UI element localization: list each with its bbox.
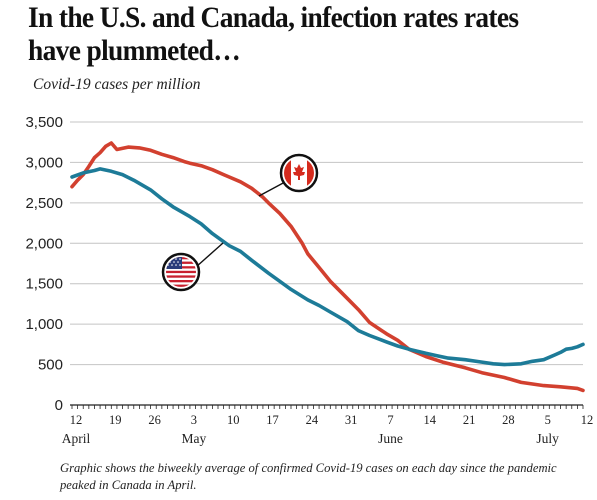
series-lines (70, 141, 585, 393)
x-month-label: April (62, 431, 91, 446)
x-tick-label: 17 (266, 413, 279, 427)
x-tick-label: 3 (191, 413, 197, 427)
chart-title: In the U.S. and Canada, infection rates … (28, 2, 519, 67)
chart-subtitle: Covid-19 cases per million (33, 76, 201, 93)
y-tick-label: 500 (38, 357, 63, 374)
x-tick-label: 21 (463, 413, 476, 427)
canada-flag-icon (284, 158, 314, 188)
x-month-label: May (182, 431, 207, 446)
x-tick-label: 31 (345, 413, 358, 427)
x-axis: 12 April 19 26 3 May 10 17 24 31 7 June 14 21 28 5 July 1… (62, 405, 594, 446)
canada-leader-line (258, 181, 286, 197)
series-us-flag (70, 167, 585, 367)
x-month-label: June (378, 431, 403, 446)
y-axis-tick-labels: 0 500 1,000 1,500 2,000 2,500 3,000 3,500 (25, 114, 63, 414)
y-tick-label: 1,500 (25, 276, 63, 293)
x-tick-label: 24 (306, 413, 319, 427)
x-tick-label: 19 (109, 413, 122, 427)
series-line (70, 167, 585, 367)
y-tick-label: 0 (55, 397, 63, 414)
y-tick-label: 3,000 (25, 154, 63, 171)
us-flag-icon (166, 257, 196, 287)
x-tick-label: 10 (227, 413, 240, 427)
x-tick-label: 14 (424, 413, 437, 427)
series-canada-flag (70, 141, 585, 393)
gridlines (70, 121, 583, 406)
chart-caption: Graphic shows the biweekly average of co… (60, 461, 557, 492)
x-tick-label: 7 (387, 413, 393, 427)
x-tick-label: 26 (148, 413, 161, 427)
series-line (70, 141, 585, 393)
x-tick-label: 5 (545, 413, 551, 427)
canada-flag-marker (258, 153, 319, 197)
y-tick-label: 3,500 (25, 114, 63, 131)
x-tick-label: 12 (581, 413, 594, 427)
y-tick-label: 2,500 (25, 195, 63, 212)
y-tick-label: 1,000 (25, 316, 63, 333)
us-leader-line (195, 242, 224, 268)
us-flag-marker (161, 242, 224, 292)
y-tick-label: 2,000 (25, 235, 63, 252)
x-tick-label: 12 (70, 413, 83, 427)
x-month-label: July (536, 431, 559, 446)
x-tick-label: 28 (502, 413, 515, 427)
